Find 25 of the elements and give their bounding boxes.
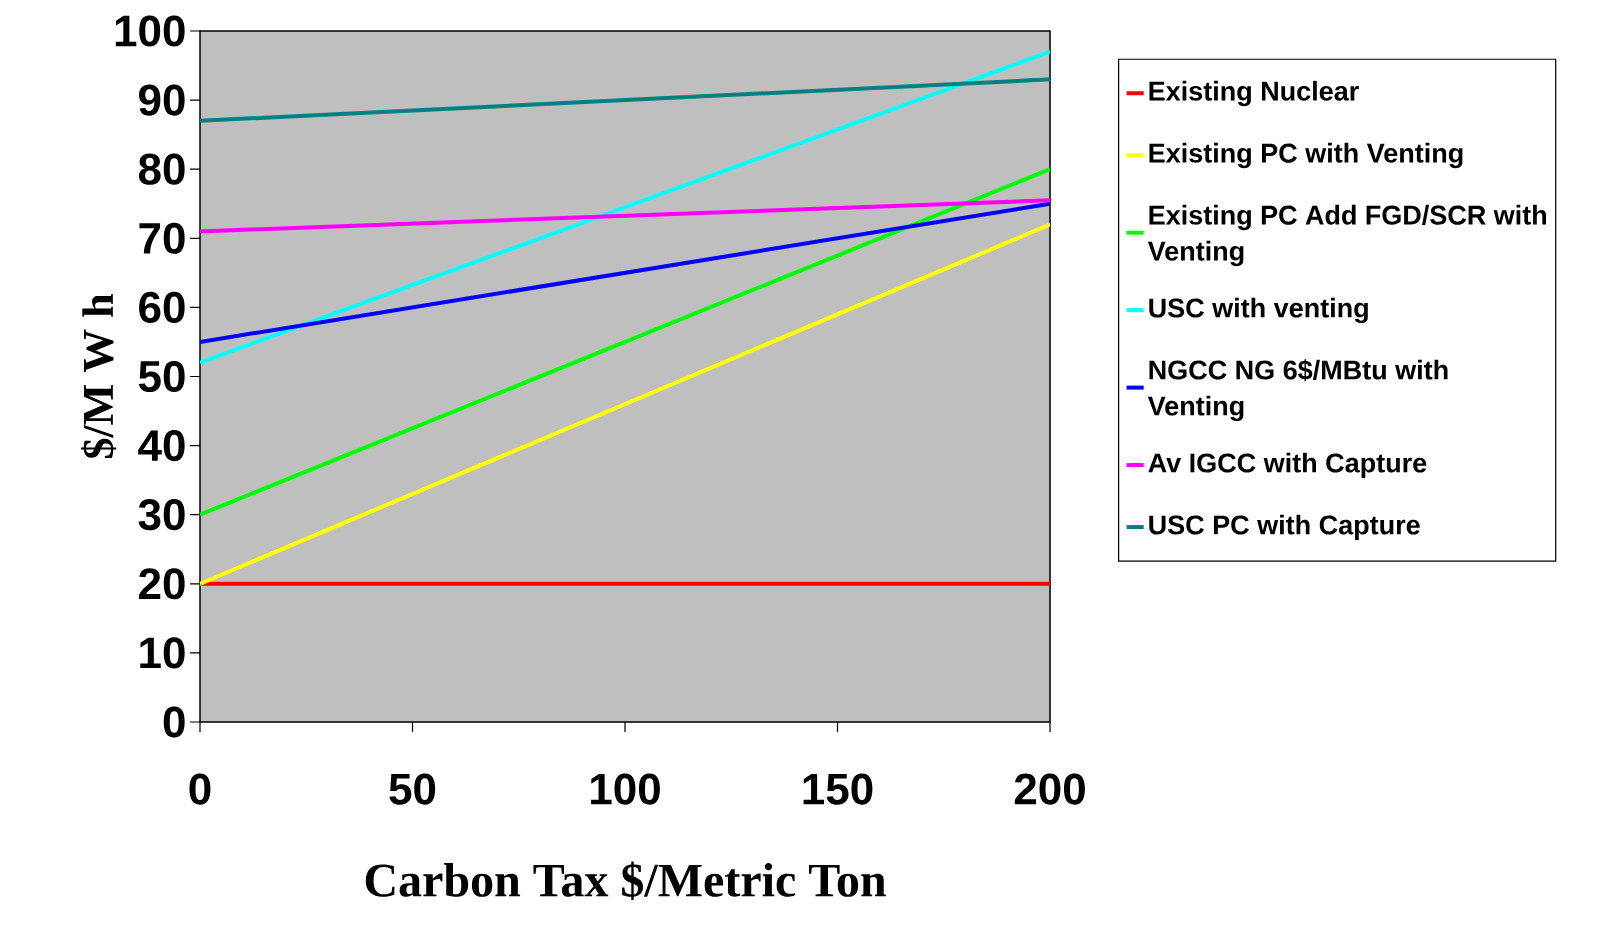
- y-tick-label: 10: [140, 637, 185, 669]
- y-tick-label: 80: [138, 153, 185, 185]
- legend-label: Av IGCC with Capture: [1148, 452, 1427, 478]
- x-tick-label: 0: [189, 773, 211, 805]
- x-tick-label: 150: [803, 773, 873, 805]
- y-tick-label: 0: [163, 706, 185, 738]
- y-tick-label: 90: [139, 84, 185, 116]
- y-tick-label: 30: [138, 499, 185, 531]
- x-tick-label: 100: [591, 773, 660, 805]
- y-tick-label: 20: [139, 568, 185, 600]
- legend-label: NGCC NG 6$/MBtu with Venting: [1147, 359, 1448, 422]
- y-tick-label: 40: [138, 430, 185, 462]
- legend-label: USC with venting: [1149, 297, 1368, 324]
- x-tick-label: 200: [1014, 773, 1085, 805]
- legend-label: USC PC with Capture: [1149, 514, 1420, 540]
- y-tick-label: 70: [139, 222, 185, 254]
- x-axis-title: Carbon Tax $/Metric Ton: [365, 861, 886, 900]
- legend-label: Existing Nuclear: [1149, 80, 1359, 107]
- y-axis-title: $/M W h: [80, 294, 117, 459]
- y-tick-label: 100: [115, 15, 185, 47]
- y-tick-label: 50: [138, 360, 185, 393]
- x-tick-label: 50: [389, 773, 436, 805]
- legend-label: Existing PC with Venting: [1149, 142, 1463, 169]
- legend-label: Existing PC Add FGD/SCR with Venting: [1147, 204, 1547, 267]
- y-tick-label: 60: [139, 291, 185, 323]
